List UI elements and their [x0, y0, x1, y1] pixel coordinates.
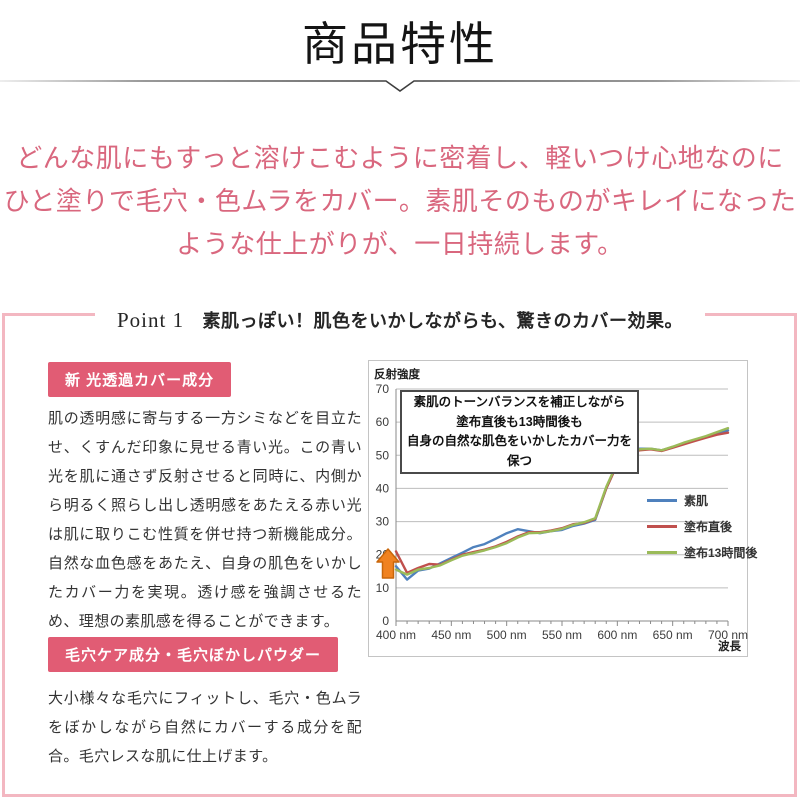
svg-text:50: 50	[376, 448, 390, 462]
legend-line-swatch	[647, 551, 677, 554]
chart-annotation: 素肌のトーンバランスを補正しながら 塗布直後も13時間後も 自身の自然な肌色をい…	[400, 390, 639, 474]
ingredient-description-1: 肌の透明感に寄与する一方シミなどを目立たせ、くすんだ印象に見せる青い光。この青い…	[48, 410, 362, 630]
legend-label: 塗布直後	[684, 520, 733, 534]
svg-text:70: 70	[376, 382, 390, 396]
ingredient-badge-light-transmission: 新 光透過カバー成分	[48, 362, 232, 397]
annotation-line: 素肌のトーンバランスを補正しながら	[413, 395, 626, 409]
divider-with-chevron	[0, 80, 800, 92]
chart-x-axis-label: 波長	[718, 641, 741, 653]
legend-item-13-hours-after: 塗布13時間後	[647, 543, 757, 562]
svg-text:10: 10	[376, 581, 390, 595]
lead-line: ような仕上がりが、一日持続します。	[176, 230, 624, 259]
lead-paragraph: どんな肌にもすっと溶けこむように密着し、軽いつけ心地なのに ひと塗りで毛穴・色ム…	[0, 137, 800, 266]
chart-legend: 素肌 塗布直後 塗布13時間後	[647, 491, 757, 569]
svg-text:650 nm: 650 nm	[653, 628, 693, 642]
svg-text:600 nm: 600 nm	[597, 628, 637, 642]
svg-text:60: 60	[376, 415, 390, 429]
lead-line: ひと塗りで毛穴・色ムラをカバー。素肌そのものがキレイになった	[3, 187, 797, 216]
svg-text:550 nm: 550 nm	[542, 628, 582, 642]
ingredient-description-2: 大小様々な毛穴にフィットし、毛穴・色ムラをぼかしながら自然にカバーする成分を配合…	[48, 690, 362, 765]
ingredient-badge-pore-care: 毛穴ケア成分・毛穴ぼかしパウダー	[48, 637, 339, 672]
chart-y-axis-label: 反射強度	[374, 369, 420, 381]
point1-title-ja: 素肌っぽい！肌色をいかしながらも、驚きのカバー効果。	[202, 311, 684, 331]
svg-text:30: 30	[376, 515, 390, 529]
point1-title: Point 1 素肌っぽい！肌色をいかしながらも、驚きのカバー効果。	[94, 302, 706, 338]
legend-line-swatch	[647, 499, 677, 502]
page-title: 商品特性	[302, 19, 498, 70]
svg-text:40: 40	[376, 481, 390, 495]
annotation-line: 自身の自然な肌色をいかしたカバー力を保つ	[406, 434, 632, 468]
svg-text:400 nm: 400 nm	[376, 628, 416, 642]
svg-text:500 nm: 500 nm	[487, 628, 527, 642]
legend-label: 素肌	[684, 494, 709, 508]
legend-item-right-after-application: 塗布直後	[647, 517, 757, 536]
lead-line: どんな肌にもすっと溶けこむように密着し、軽いつけ心地なのに	[16, 144, 784, 173]
svg-text:0: 0	[382, 614, 389, 628]
annotation-line: 塗布直後も13時間後も	[456, 414, 583, 429]
svg-text:700 nm: 700 nm	[708, 628, 748, 642]
svg-text:450 nm: 450 nm	[431, 628, 471, 642]
orange-up-arrow-icon	[376, 548, 400, 579]
legend-item-bare-skin: 素肌	[647, 491, 757, 510]
legend-line-swatch	[647, 525, 677, 528]
legend-label: 塗布13時間後	[684, 546, 758, 560]
point1-title-row: Point 1 素肌っぽい！肌色をいかしながらも、驚きのカバー効果。	[0, 302, 800, 338]
point1-title-en: Point 1	[116, 308, 185, 332]
